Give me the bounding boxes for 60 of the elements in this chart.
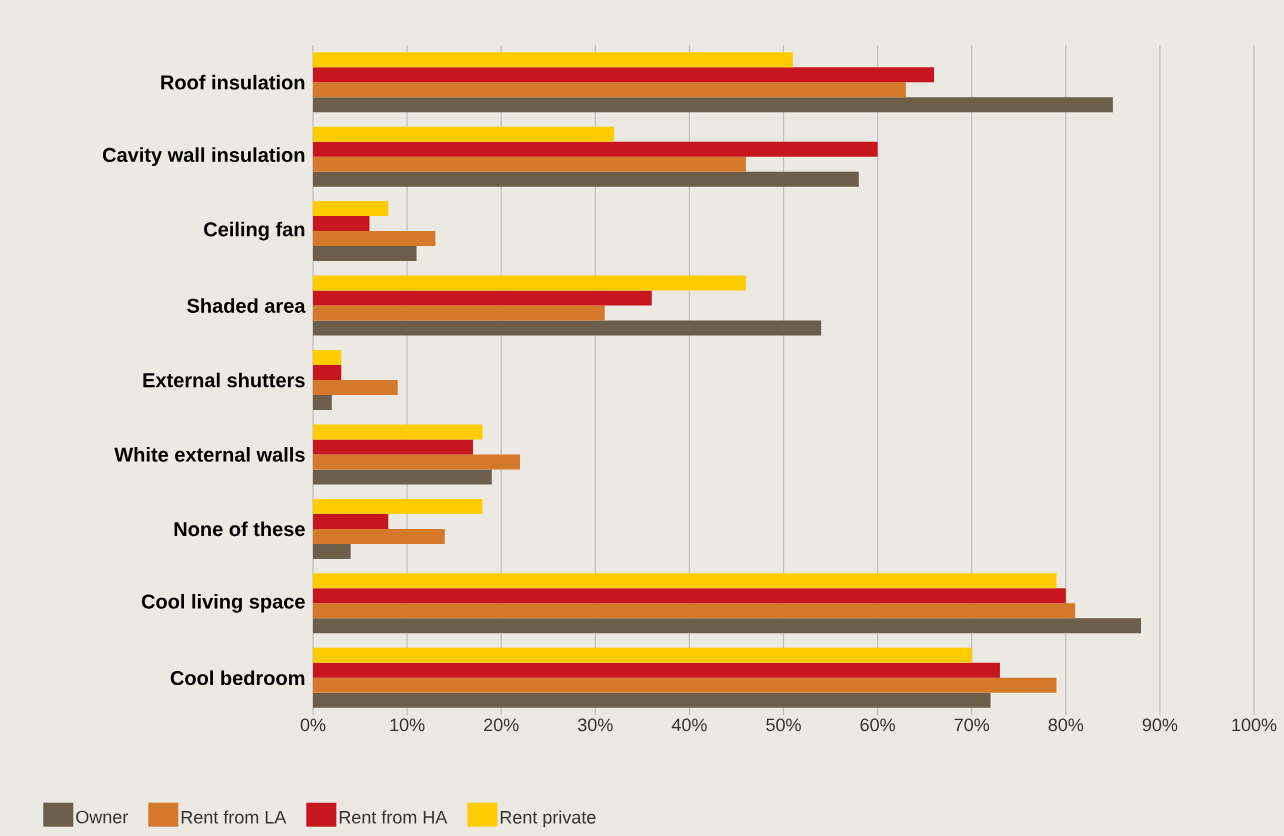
- bar: [313, 424, 483, 440]
- bar: [313, 82, 906, 98]
- bar: [313, 126, 615, 142]
- bar: [313, 141, 878, 157]
- x-tick-label: 60%: [860, 718, 895, 732]
- bar: [313, 320, 822, 336]
- bar: [313, 67, 935, 83]
- legend-label: Owner: [76, 810, 129, 824]
- bar: [313, 573, 1057, 589]
- bar: [313, 171, 859, 187]
- x-tick-label: 20%: [484, 718, 519, 732]
- y-tick-label: White external walls: [114, 447, 305, 462]
- bar: [313, 454, 521, 470]
- y-tick-label: Cool living space: [141, 593, 305, 613]
- x-tick-label: 0%: [300, 718, 326, 732]
- legend-label: Rent from HA: [339, 810, 448, 824]
- x-tick-label: 50%: [766, 718, 801, 732]
- bar: [313, 677, 1057, 693]
- bar: [313, 647, 972, 663]
- y-tick-label: Shaded area: [187, 298, 306, 313]
- y-tick-label: None of these: [174, 521, 305, 537]
- bar: [313, 231, 436, 247]
- bar: [313, 618, 1142, 634]
- bar: [313, 275, 746, 291]
- legend-label: Rent from LA: [181, 810, 287, 824]
- x-tick-label: 40%: [671, 718, 707, 732]
- bar: [313, 692, 991, 708]
- bar: [313, 379, 398, 395]
- bar: [313, 216, 370, 232]
- bar: [313, 305, 605, 321]
- bar: [313, 513, 389, 529]
- bar: [313, 246, 417, 262]
- bar: [313, 97, 1113, 113]
- x-tick-label: 70%: [954, 718, 990, 732]
- y-tick-label: Roof insulation: [161, 74, 305, 90]
- bar: [313, 364, 342, 380]
- bar: [313, 588, 1066, 604]
- x-tick-label: 10%: [390, 718, 425, 732]
- y-tick-label: Cool bedroom: [170, 670, 305, 686]
- x-tick-label: 30%: [577, 718, 613, 732]
- bar: [313, 394, 332, 410]
- bar: [313, 439, 473, 455]
- y-tick-label: Ceiling fan: [204, 221, 305, 241]
- bar: [313, 528, 445, 544]
- x-tick-label: 90%: [1142, 718, 1178, 732]
- bar: [313, 156, 746, 172]
- bar: [313, 603, 1076, 619]
- bar: [313, 662, 1000, 678]
- bar: [313, 498, 483, 514]
- bar: [313, 543, 351, 559]
- bar: [313, 469, 492, 485]
- bar: [313, 290, 652, 306]
- bar: [313, 52, 793, 68]
- legend-label: Rent private: [500, 810, 596, 828]
- x-tick-label: 80%: [1048, 718, 1084, 732]
- bar: [313, 201, 389, 217]
- x-tick-label: 100%: [1232, 718, 1277, 732]
- y-tick-label: External shutters: [143, 372, 305, 388]
- bar: [313, 349, 342, 365]
- y-tick-label: Cavity wall insulation: [102, 147, 305, 166]
